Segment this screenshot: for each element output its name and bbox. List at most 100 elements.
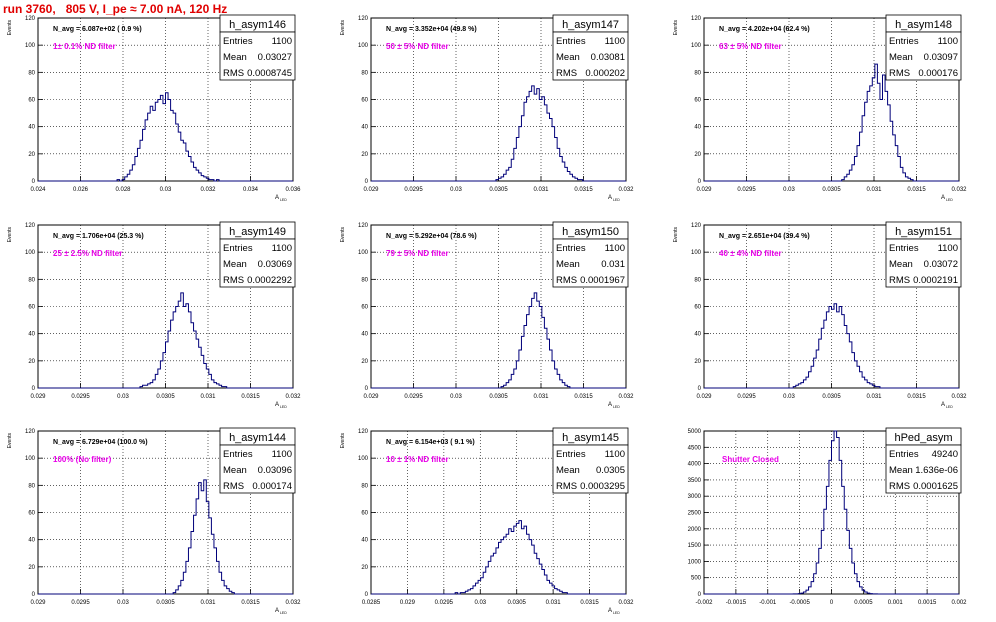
y-tick-label: 0 xyxy=(32,386,36,392)
histogram-bin xyxy=(875,64,878,181)
histogram-bin xyxy=(534,94,537,181)
stats-rms-label: RMS xyxy=(223,68,244,79)
y-tick-label: 60 xyxy=(28,511,35,517)
histogram-bin xyxy=(814,574,817,594)
histogram-bin xyxy=(852,165,855,181)
histogram-bin xyxy=(229,591,232,594)
histogram-bin xyxy=(829,460,832,594)
histogram-bin xyxy=(132,165,135,181)
x-tick-label: 0.0315 xyxy=(580,600,599,606)
histogram-bin xyxy=(514,148,517,181)
x-tick-label: 0.0305 xyxy=(156,600,175,606)
histogram-bin xyxy=(555,138,558,181)
histogram-bin xyxy=(204,480,207,594)
x-tick-label: -0.002 xyxy=(695,600,713,606)
histogram-bin xyxy=(163,104,166,181)
histogram-bin xyxy=(211,180,214,181)
histogram-line xyxy=(704,63,959,182)
histogram-bin xyxy=(209,180,212,181)
histogram-bin xyxy=(153,110,156,181)
histogram-bin xyxy=(160,361,163,388)
y-tick-label: 0 xyxy=(32,179,36,185)
stats-mean-value: 1.636e-06 xyxy=(915,465,958,476)
stats-rms-value: 0.000202 xyxy=(585,68,625,79)
x-axis-label: A LED xyxy=(608,402,620,409)
histogram-bin xyxy=(483,572,486,594)
y-axis-label: Events xyxy=(340,227,346,243)
histogram-bin xyxy=(562,162,565,181)
histogram-bin xyxy=(206,178,209,181)
histogram-bin xyxy=(572,177,575,181)
stats-entries-label: Entries xyxy=(223,449,253,460)
histogram-bin xyxy=(173,113,176,181)
y-tick-label: 100 xyxy=(691,43,702,49)
histogram-bin xyxy=(544,105,547,181)
histogram-bin xyxy=(550,119,553,181)
y-tick-label: 60 xyxy=(28,305,35,311)
histogram-bin xyxy=(186,561,189,594)
histogram-bin xyxy=(194,331,197,388)
histogram-bin xyxy=(514,369,517,388)
histogram-bin xyxy=(509,167,512,181)
x-tick-label: 0.031 xyxy=(866,187,882,193)
x-tick-label: 0.0295 xyxy=(71,600,90,606)
histogram-bin xyxy=(844,326,847,388)
histogram-panel-h_asym151: 0.029 0.0295 0.03 0.0305 0.031 0.0315 0.032 0 20… xyxy=(673,221,967,409)
x-tick-label: 0.0305 xyxy=(822,394,841,400)
histogram-bin xyxy=(847,530,850,594)
y-tick-label: 1000 xyxy=(688,559,702,565)
y-tick-label: 0 xyxy=(698,179,702,185)
histogram-bin xyxy=(173,593,176,594)
histogram-bin xyxy=(839,307,842,389)
histogram-bin xyxy=(217,180,220,181)
histogram-panel-h_asym150: 0.029 0.0295 0.03 0.0305 0.031 0.0315 0.032 0 20… xyxy=(340,221,634,409)
histogram-bin xyxy=(567,387,570,388)
x-tick-label: 0.029 xyxy=(400,600,416,606)
histogram-bin xyxy=(824,509,827,594)
stats-box xyxy=(219,444,296,494)
histogram-line xyxy=(371,520,626,595)
stats-mean-value: 0.03097 xyxy=(924,52,958,63)
histogram-bin xyxy=(465,591,468,594)
y-tick-label: 0 xyxy=(365,592,369,598)
histogram-bin xyxy=(539,564,542,594)
navg-annotation: N_avg = 6.087e+02 ( 0.9 %) xyxy=(53,26,142,33)
x-tick-label: 0.03 xyxy=(474,600,486,606)
histogram-bin xyxy=(527,534,530,594)
stats-mean-value: 0.0305 xyxy=(596,465,625,476)
y-tick-label: 0 xyxy=(698,386,702,392)
stats-mean-value: 0.03081 xyxy=(591,52,625,63)
histogram-bin xyxy=(867,91,870,181)
histogram-bin xyxy=(181,140,184,181)
navg-annotation: N_avg = 2.651e+04 (39.4 %) xyxy=(719,233,810,240)
x-tick-label: 0.032 xyxy=(285,600,301,606)
stats-entries-label: Entries xyxy=(889,449,919,460)
x-tick-label: 0.031 xyxy=(200,600,216,606)
histogram-bin xyxy=(516,361,519,388)
histogram-bin xyxy=(547,580,550,594)
histogram-bin xyxy=(511,374,514,388)
histogram-bin xyxy=(232,593,235,594)
histogram-bin xyxy=(534,293,537,388)
histogram-bin xyxy=(801,383,804,388)
histogram-bin xyxy=(224,387,227,388)
histogram-bin xyxy=(199,173,202,181)
y-tick-label: 4000 xyxy=(688,462,702,468)
x-tick-label: 0.0015 xyxy=(918,600,937,606)
histogram-bin xyxy=(150,383,153,388)
y-tick-label: 0 xyxy=(365,179,369,185)
histogram-bin xyxy=(186,151,189,181)
histogram-bin xyxy=(539,100,542,182)
stats-rms-label: RMS xyxy=(889,275,910,286)
x-tick-label: 0.029 xyxy=(696,394,712,400)
stats-entries-label: Entries xyxy=(556,36,586,47)
histogram-bin xyxy=(470,589,473,594)
x-tick-label: 0.032 xyxy=(618,394,634,400)
y-tick-label: 80 xyxy=(694,70,701,76)
navg-annotation: N_avg = 5.292e+04 (78.6 %) xyxy=(386,233,477,240)
stats-entries-value: 1100 xyxy=(272,243,292,254)
x-tick-label: 0.028 xyxy=(115,187,131,193)
histogram-name: hPed_asym xyxy=(894,432,952,444)
histogram-bin xyxy=(506,534,509,594)
stats-mean-label: Mean xyxy=(223,259,247,270)
